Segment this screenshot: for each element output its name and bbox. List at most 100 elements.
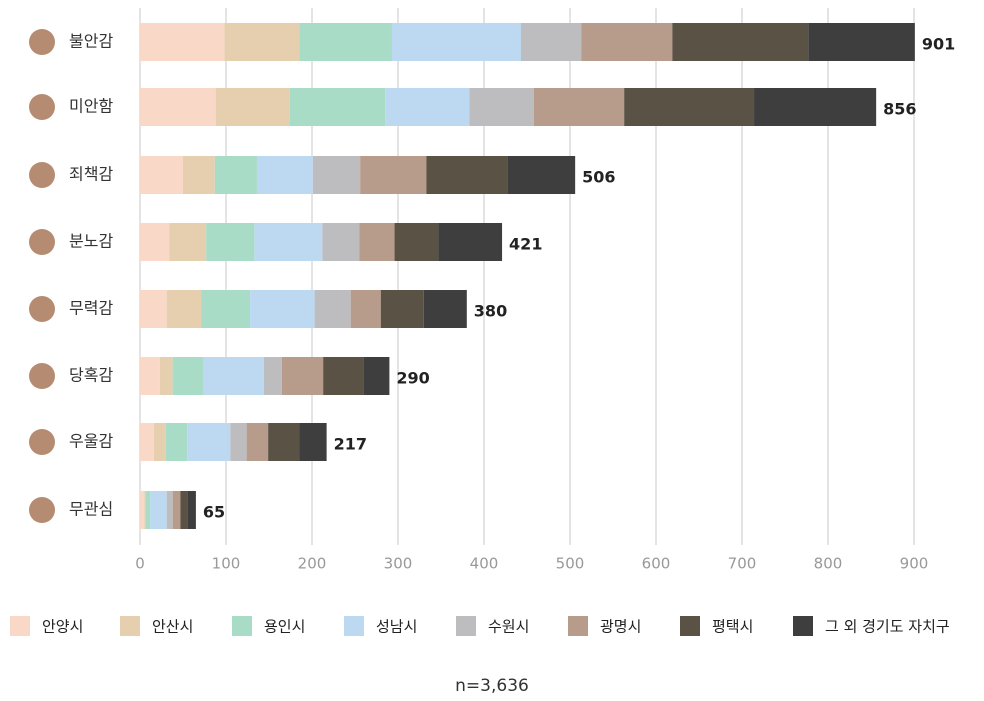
bar-segment (172, 491, 181, 529)
bar-segment (363, 357, 390, 395)
bar-segment (169, 223, 207, 261)
legend-swatch (232, 616, 252, 636)
bar-segment (214, 156, 257, 194)
legend-label: 평택시 (712, 618, 753, 636)
total-label: 506 (582, 168, 615, 187)
legend-label: 수원시 (488, 618, 529, 636)
bar-segment (140, 23, 225, 61)
total-label: 65 (203, 503, 225, 522)
bar-segment (246, 423, 269, 461)
bar-segment (323, 357, 364, 395)
bar-segment (263, 357, 282, 395)
bar-segment (256, 156, 313, 194)
bar-segment (754, 88, 877, 126)
bar-segment (426, 156, 508, 194)
x-tick-label: 400 (470, 555, 499, 573)
bar-segment (391, 23, 521, 61)
bar-segment (520, 23, 582, 61)
x-tick-label: 200 (298, 555, 327, 573)
icons (29, 29, 55, 523)
bar-segment (187, 423, 231, 461)
total-label: 421 (509, 235, 542, 254)
bar-segment (159, 357, 173, 395)
bar-segment (394, 223, 439, 261)
total-label: 856 (883, 100, 916, 119)
y-tick-label: 무력감 (69, 299, 113, 318)
legend-swatch (10, 616, 30, 636)
bar-segment (808, 23, 915, 61)
bar-segment (380, 290, 424, 328)
bar-segment (350, 290, 381, 328)
bar-segment (385, 88, 470, 126)
legend-swatch (680, 616, 700, 636)
x-tick-label: 900 (900, 555, 929, 573)
bar-segment (423, 290, 467, 328)
legend-swatch (344, 616, 364, 636)
x-tick-label: 100 (212, 555, 241, 573)
bar-segment (165, 423, 188, 461)
y-tick-label: 우울감 (69, 432, 113, 451)
bar-segment (224, 23, 300, 61)
bar-segment (146, 491, 151, 529)
bar-segment (581, 23, 673, 61)
x-tick-label: 600 (642, 555, 671, 573)
bar-segment (140, 290, 167, 328)
legend-label: 광명시 (600, 618, 641, 636)
bar-segment (299, 23, 392, 61)
x-tick-label: 700 (728, 555, 757, 573)
bar-segment (203, 357, 264, 395)
bar-segment (144, 491, 147, 529)
total-label: 290 (396, 369, 429, 388)
bar-segment (166, 491, 173, 529)
legend-label: 그 외 경기도 자치구 (825, 618, 950, 636)
y-tick-label: 미안함 (69, 97, 113, 116)
legend-label: 안산시 (152, 618, 193, 636)
legend-label: 안양시 (42, 618, 83, 636)
x-tick-label: 300 (384, 555, 413, 573)
bar-segment (183, 156, 215, 194)
x-tick-label: 0 (135, 555, 145, 573)
bar-segment (268, 423, 300, 461)
bar-segment (172, 357, 204, 395)
total-label: 901 (922, 35, 955, 54)
bar-segment (140, 423, 154, 461)
x-tick-label: 800 (814, 555, 843, 573)
total-label: 380 (474, 302, 507, 321)
bar-segment (281, 357, 324, 395)
bar-segment (312, 156, 361, 194)
bar-segment (322, 223, 360, 261)
bar-segment (624, 88, 755, 126)
bar-segment (289, 88, 386, 126)
y-tick-label: 분노감 (69, 232, 113, 251)
bar-segment (360, 156, 427, 194)
bar-segment (201, 290, 251, 328)
note: n=3,636 (455, 676, 529, 696)
bar-segment (180, 491, 188, 529)
bar-segment (215, 88, 290, 126)
y-tick-label: 당혹감 (69, 366, 113, 385)
bar-segment (507, 156, 576, 194)
bar-segment (250, 290, 315, 328)
bar-segment (140, 88, 216, 126)
legend-swatch (456, 616, 476, 636)
bar-segment (533, 88, 625, 126)
legend-label: 성남시 (376, 618, 417, 636)
bar-segment (230, 423, 247, 461)
y-tick-label: 무관심 (69, 500, 113, 519)
legend-swatch (568, 616, 588, 636)
bar-segment (438, 223, 503, 261)
bar-segment (359, 223, 395, 261)
total-label: 217 (334, 435, 367, 454)
bar-segment (140, 156, 183, 194)
legend-swatch (793, 616, 813, 636)
bar-segment (140, 223, 170, 261)
y-tick-label: 죄책감 (69, 165, 113, 184)
bar-segment (299, 423, 327, 461)
bar-segment (469, 88, 534, 126)
bar-segment (153, 423, 166, 461)
legend-label: 용인시 (264, 618, 305, 636)
bar-segment (166, 290, 202, 328)
bar-segment (187, 491, 196, 529)
bar-segment (150, 491, 167, 529)
